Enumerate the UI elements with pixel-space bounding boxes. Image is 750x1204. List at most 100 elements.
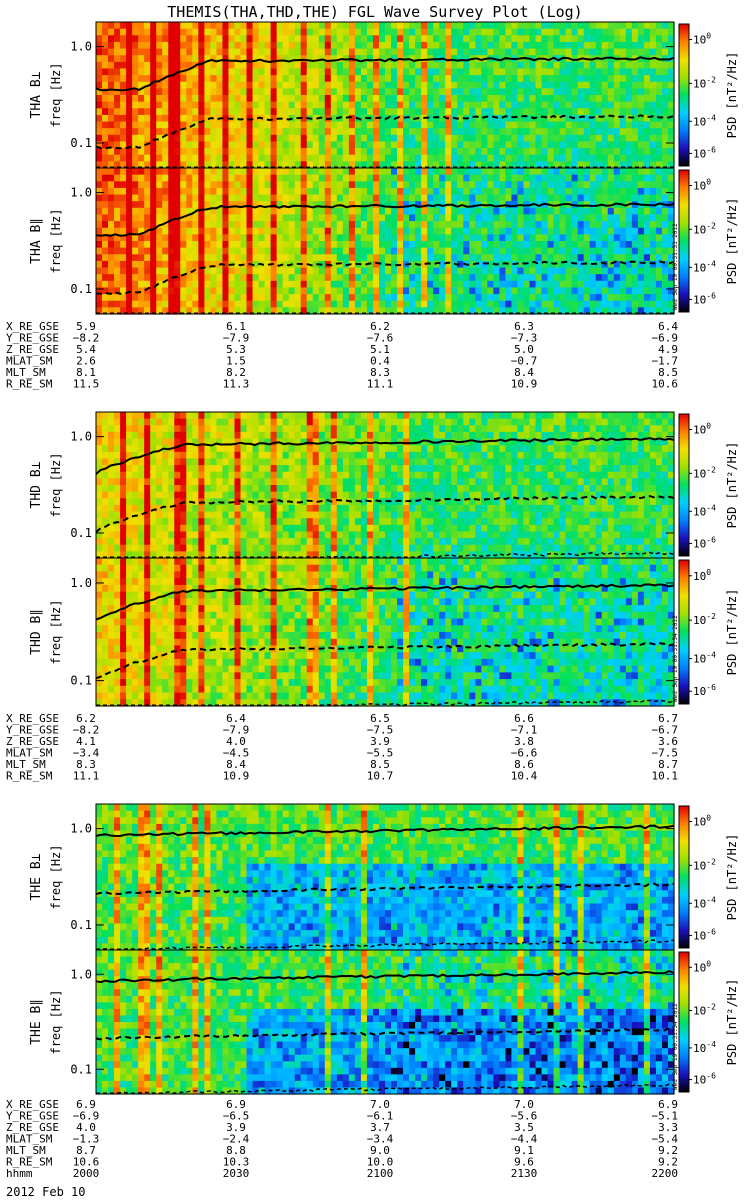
spectrogram-cell bbox=[132, 254, 139, 261]
spectrogram-cell bbox=[560, 188, 567, 195]
spectrogram-cell bbox=[150, 49, 157, 56]
spectrogram-cell bbox=[620, 82, 627, 89]
spectrogram-cell bbox=[662, 95, 669, 102]
spectrogram-cell bbox=[487, 214, 494, 221]
spectrogram-cell bbox=[469, 75, 476, 82]
spectrogram-cell bbox=[644, 195, 651, 202]
spectrogram-cell bbox=[548, 35, 555, 42]
spectrogram-cell bbox=[343, 75, 350, 82]
spectrogram-cell bbox=[295, 254, 302, 261]
spectrogram-cell bbox=[204, 95, 211, 102]
spectrogram-cell bbox=[608, 208, 615, 215]
spectrogram-cell bbox=[138, 221, 145, 228]
spectrogram-cell bbox=[427, 281, 434, 288]
spectrogram-cell bbox=[469, 49, 476, 56]
spectrogram-cell bbox=[253, 254, 260, 261]
spectrogram-cell bbox=[265, 254, 272, 261]
spectrogram-cell bbox=[656, 102, 663, 109]
spectrogram-cell bbox=[481, 175, 488, 182]
spectrogram-cell bbox=[343, 214, 350, 221]
spectrogram-cell bbox=[186, 512, 193, 519]
spectrogram-cell bbox=[662, 168, 669, 175]
spectrogram-cell bbox=[548, 208, 555, 215]
spectrogram-cell bbox=[523, 175, 530, 182]
spectrogram-cell bbox=[168, 55, 175, 62]
spectrogram-cell bbox=[241, 274, 248, 281]
spectrogram-cell bbox=[102, 268, 109, 275]
spectrogram-cell bbox=[216, 445, 223, 452]
spectrogram-cell bbox=[457, 188, 464, 195]
spectrogram-cell bbox=[560, 95, 567, 102]
spectrogram-cell bbox=[307, 168, 314, 175]
spectrogram-cell bbox=[644, 108, 651, 115]
spectrogram-cell bbox=[644, 168, 651, 175]
spectrogram-cell bbox=[234, 445, 241, 452]
spectrogram-cell bbox=[241, 228, 248, 235]
spectrogram-cell bbox=[391, 195, 398, 202]
spectrogram-cell bbox=[517, 234, 524, 241]
spectrogram-cell bbox=[367, 122, 374, 129]
spectrogram-cell bbox=[241, 22, 248, 29]
spectrogram-cell bbox=[301, 234, 308, 241]
spectrogram-cell bbox=[156, 208, 163, 215]
spectrogram-cell bbox=[650, 108, 657, 115]
spectrogram-cell bbox=[505, 102, 512, 109]
spectrogram-cell bbox=[150, 241, 157, 248]
spectrogram-cell bbox=[180, 485, 187, 492]
spectrogram-cell bbox=[397, 254, 404, 261]
spectrogram-cell bbox=[511, 122, 518, 129]
spectrogram-cell bbox=[499, 254, 506, 261]
spectrogram-cell bbox=[650, 95, 657, 102]
spectrogram-cell bbox=[373, 95, 380, 102]
colorbar bbox=[679, 170, 689, 312]
spectrogram-cell bbox=[626, 175, 633, 182]
spectrogram-cell bbox=[271, 268, 278, 275]
spectrogram-cell bbox=[403, 82, 410, 89]
spectrogram-cell bbox=[481, 75, 488, 82]
spectrogram-cell bbox=[114, 445, 121, 452]
spectrogram-cell bbox=[108, 122, 115, 129]
spectrogram-cell bbox=[517, 29, 524, 36]
spectrogram-cell bbox=[469, 22, 476, 29]
spectrogram-cell bbox=[228, 274, 235, 281]
spectrogram-cell bbox=[361, 49, 368, 56]
spectrogram-cell bbox=[222, 505, 229, 512]
spectrogram-cell bbox=[638, 135, 645, 142]
spectrogram-cell bbox=[481, 188, 488, 195]
spectrogram-cell bbox=[427, 88, 434, 95]
spectrogram-cell bbox=[590, 201, 597, 208]
spectrogram-cell bbox=[180, 432, 187, 439]
spectrogram-cell bbox=[505, 75, 512, 82]
spectrogram-cell bbox=[517, 49, 524, 56]
spectrogram-cell bbox=[265, 505, 272, 512]
spectrogram-cell bbox=[301, 128, 308, 135]
spectrogram-cell bbox=[247, 195, 254, 202]
spectrogram-cell bbox=[505, 35, 512, 42]
spectrogram-cell bbox=[379, 148, 386, 155]
spectrogram-cell bbox=[138, 115, 145, 122]
spectrogram-cell bbox=[265, 208, 272, 215]
spectrogram-cell bbox=[204, 214, 211, 221]
spectrogram-cell bbox=[457, 75, 464, 82]
spectrogram-cell bbox=[156, 518, 163, 525]
spectrogram-cell bbox=[475, 301, 482, 308]
spectrogram-cell bbox=[596, 254, 603, 261]
spectrogram-cell bbox=[596, 35, 603, 42]
spectrogram-cell bbox=[96, 281, 103, 288]
spectrogram-cell bbox=[403, 241, 410, 248]
spectrogram-cell bbox=[186, 55, 193, 62]
spectrogram-cell bbox=[367, 95, 374, 102]
spectrogram-cell bbox=[355, 102, 362, 109]
spectrogram-cell bbox=[650, 195, 657, 202]
spectrogram-cell bbox=[259, 122, 266, 129]
spectrogram-cell bbox=[511, 254, 518, 261]
spectrogram-cell bbox=[415, 274, 422, 281]
spectrogram-cell bbox=[481, 35, 488, 42]
spectrogram-cell bbox=[283, 68, 290, 75]
spectrogram-cell bbox=[180, 108, 187, 115]
spectrogram-cell bbox=[650, 35, 657, 42]
spectrogram-cell bbox=[325, 168, 332, 175]
spectrogram-cell bbox=[487, 22, 494, 29]
spectrogram-cell bbox=[180, 168, 187, 175]
spectrogram-cell bbox=[397, 95, 404, 102]
